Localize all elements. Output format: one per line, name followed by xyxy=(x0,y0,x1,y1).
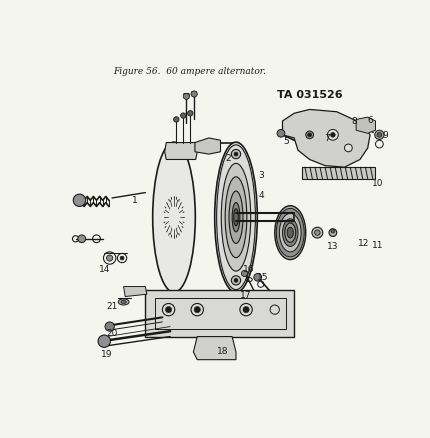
Polygon shape xyxy=(193,337,236,360)
Ellipse shape xyxy=(282,219,297,247)
Circle shape xyxy=(359,121,366,127)
Ellipse shape xyxy=(221,164,250,272)
Text: 1: 1 xyxy=(132,196,138,205)
Circle shape xyxy=(376,133,381,138)
Ellipse shape xyxy=(284,223,295,243)
Text: 10: 10 xyxy=(371,179,383,187)
Ellipse shape xyxy=(231,276,240,285)
Polygon shape xyxy=(145,291,293,337)
Text: 3: 3 xyxy=(258,171,264,180)
Circle shape xyxy=(241,271,247,277)
Ellipse shape xyxy=(233,279,237,283)
Text: 15: 15 xyxy=(257,272,268,281)
Ellipse shape xyxy=(121,301,126,304)
Text: 5: 5 xyxy=(283,136,289,145)
Circle shape xyxy=(106,255,113,261)
Text: 4: 4 xyxy=(258,190,264,199)
Text: TA 031526: TA 031526 xyxy=(276,90,342,100)
Circle shape xyxy=(165,307,171,313)
Text: 9: 9 xyxy=(382,130,387,139)
Circle shape xyxy=(327,130,338,141)
Ellipse shape xyxy=(231,150,240,159)
Text: 6: 6 xyxy=(366,116,372,125)
Circle shape xyxy=(78,235,86,243)
Ellipse shape xyxy=(311,228,322,238)
Circle shape xyxy=(243,307,249,313)
Text: 8: 8 xyxy=(351,117,356,126)
Text: 19: 19 xyxy=(101,349,112,358)
Circle shape xyxy=(73,194,86,207)
Text: 11: 11 xyxy=(371,240,383,249)
Polygon shape xyxy=(194,138,220,155)
Text: 7: 7 xyxy=(323,134,329,143)
Ellipse shape xyxy=(214,143,257,293)
Ellipse shape xyxy=(233,209,238,226)
Ellipse shape xyxy=(152,143,195,293)
Circle shape xyxy=(120,257,124,260)
Circle shape xyxy=(330,133,335,138)
Ellipse shape xyxy=(118,299,129,305)
Circle shape xyxy=(190,92,197,98)
Ellipse shape xyxy=(274,206,305,260)
Text: 17: 17 xyxy=(240,290,251,299)
Text: 20: 20 xyxy=(106,328,117,337)
Ellipse shape xyxy=(233,153,237,157)
Circle shape xyxy=(374,131,383,140)
Circle shape xyxy=(344,145,351,152)
Circle shape xyxy=(194,307,200,313)
Polygon shape xyxy=(355,118,375,134)
Text: Figure 56.  60 ampere alternator.: Figure 56. 60 ampere alternator. xyxy=(113,67,265,76)
Ellipse shape xyxy=(286,228,293,238)
Ellipse shape xyxy=(232,203,240,232)
Ellipse shape xyxy=(330,230,334,233)
Ellipse shape xyxy=(305,132,313,139)
Text: 14: 14 xyxy=(98,265,110,274)
Ellipse shape xyxy=(307,134,311,138)
Ellipse shape xyxy=(224,177,246,258)
Circle shape xyxy=(183,94,189,100)
Ellipse shape xyxy=(314,230,319,236)
Polygon shape xyxy=(282,110,369,168)
Circle shape xyxy=(105,322,114,332)
Ellipse shape xyxy=(328,229,336,237)
Ellipse shape xyxy=(228,191,243,244)
Circle shape xyxy=(180,113,186,119)
Text: 16: 16 xyxy=(243,265,254,274)
Circle shape xyxy=(187,111,193,117)
Polygon shape xyxy=(301,168,375,179)
Text: 2: 2 xyxy=(225,154,230,163)
Circle shape xyxy=(276,130,284,138)
Polygon shape xyxy=(164,143,197,160)
Polygon shape xyxy=(123,287,147,297)
Text: 18: 18 xyxy=(217,346,228,355)
Circle shape xyxy=(98,335,110,348)
Circle shape xyxy=(253,274,261,282)
Text: 13: 13 xyxy=(326,242,338,251)
Ellipse shape xyxy=(279,214,301,252)
Text: 12: 12 xyxy=(357,239,369,247)
Ellipse shape xyxy=(276,209,304,257)
Text: 21: 21 xyxy=(106,302,117,311)
Circle shape xyxy=(173,117,178,123)
